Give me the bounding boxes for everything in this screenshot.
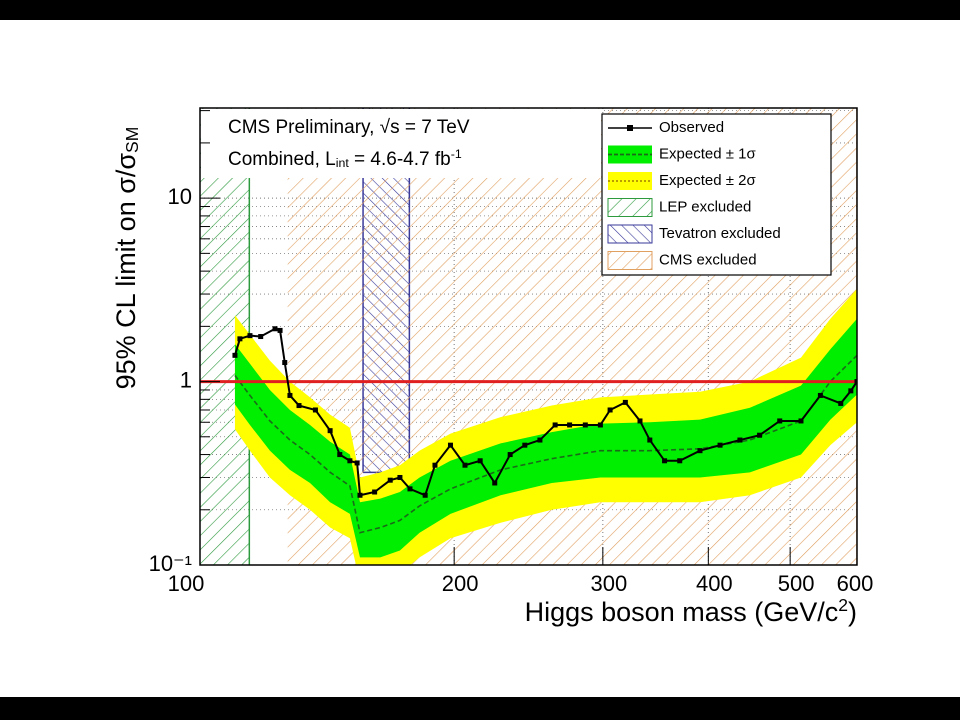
observed-marker — [697, 448, 703, 454]
observed-marker — [296, 403, 302, 409]
x-tick-label: 400 — [696, 571, 733, 596]
y-tick-label: 10⁻¹ — [149, 551, 192, 576]
observed-marker — [537, 437, 543, 443]
observed-marker — [647, 437, 653, 443]
observed-marker — [757, 432, 763, 438]
annotation-part: = 4.6-4.7 fb — [349, 149, 451, 170]
observed-marker — [354, 460, 360, 466]
observed-marker — [312, 407, 318, 413]
annotation-part: -1 — [451, 147, 462, 161]
annotation: CMS Preliminary, √s = 7 TeV — [228, 117, 470, 138]
observed-marker — [777, 418, 783, 424]
expected-band — [234, 318, 857, 558]
observed-marker — [287, 392, 293, 398]
annotation: Combined, Lint = 4.6-4.7 fb-1 — [228, 147, 462, 170]
observed-marker — [237, 336, 243, 342]
observed-marker — [662, 458, 668, 464]
x-axis-label-part: 2 — [838, 595, 848, 615]
observed-marker — [507, 452, 513, 458]
plot-area — [200, 108, 857, 565]
observed-marker — [372, 489, 378, 495]
observed-marker — [607, 407, 613, 413]
x-axis-label: Higgs boson mass (GeV/c2) — [525, 595, 857, 628]
observed-marker — [848, 388, 854, 394]
expected-line — [234, 354, 857, 534]
observed-marker — [407, 486, 413, 492]
x-tick-label: 200 — [442, 571, 479, 596]
legend-box — [601, 113, 832, 276]
observed-marker — [492, 480, 498, 486]
x-tick-label: 100 — [168, 571, 205, 596]
legend-label: Expected ± 2σ — [659, 172, 756, 189]
y-tick-label: 1 — [180, 367, 192, 392]
observed-marker — [272, 326, 278, 332]
x-axis-label-part: ) — [848, 597, 857, 627]
legend-swatch — [627, 125, 633, 131]
observed-marker — [327, 428, 333, 434]
observed-marker — [337, 452, 343, 458]
legend-label: CMS excluded — [659, 251, 757, 268]
annotation-part: CMS Preliminary, √s = 7 TeV — [228, 117, 470, 138]
legend-label: LEP excluded — [659, 198, 751, 215]
observed-marker — [737, 437, 743, 443]
observed-marker — [582, 422, 588, 428]
y-axis-label: 95% CL limit on σ/σSM — [111, 127, 142, 390]
observed-marker — [432, 462, 438, 468]
observed-marker — [477, 458, 483, 464]
observed-marker — [347, 458, 353, 464]
observed-marker — [387, 477, 393, 483]
legend-swatch — [607, 198, 653, 217]
plot-frame — [199, 107, 858, 566]
observed-marker — [247, 333, 253, 339]
annotation-part: Combined, L — [228, 149, 336, 170]
observed-marker — [447, 442, 453, 448]
x-tick-label: 500 — [778, 571, 815, 596]
legend-swatch — [607, 251, 653, 270]
observed-marker — [277, 327, 283, 333]
y-tick-label: 10 — [168, 184, 192, 209]
x-axis-label-part: Higgs boson mass (GeV/c — [525, 597, 839, 627]
observed-marker — [422, 492, 428, 498]
observed-marker — [552, 422, 558, 428]
observed-marker — [717, 442, 723, 448]
observed-marker — [462, 462, 468, 468]
observed-marker — [522, 442, 528, 448]
observed-marker — [567, 422, 573, 428]
observed-marker — [637, 418, 643, 424]
observed-marker — [258, 334, 264, 340]
observed-marker — [232, 352, 238, 358]
annotation-box — [201, 109, 601, 178]
legend-swatch — [607, 224, 653, 244]
observed-marker — [798, 418, 804, 424]
legend-label: Tevatron excluded — [659, 225, 781, 242]
x-tick-label: 300 — [590, 571, 627, 596]
observed-marker — [622, 399, 628, 405]
x-tick-label: 600 — [837, 571, 874, 596]
observed-marker — [597, 422, 603, 428]
observed-marker — [677, 458, 683, 464]
legend-label: Observed — [659, 119, 724, 136]
y-axis-label-part: SM — [122, 127, 142, 153]
observed-marker — [817, 392, 823, 398]
observed-marker — [397, 474, 403, 480]
legend-label: Expected ± 1σ — [659, 145, 756, 162]
observed-marker — [282, 360, 288, 366]
annotation-part: int — [336, 156, 350, 170]
observed-marker — [838, 400, 844, 406]
observed-marker — [357, 492, 363, 498]
observed-marker — [854, 379, 857, 385]
y-axis-label-part: 95% CL limit on σ/σ — [111, 153, 141, 390]
